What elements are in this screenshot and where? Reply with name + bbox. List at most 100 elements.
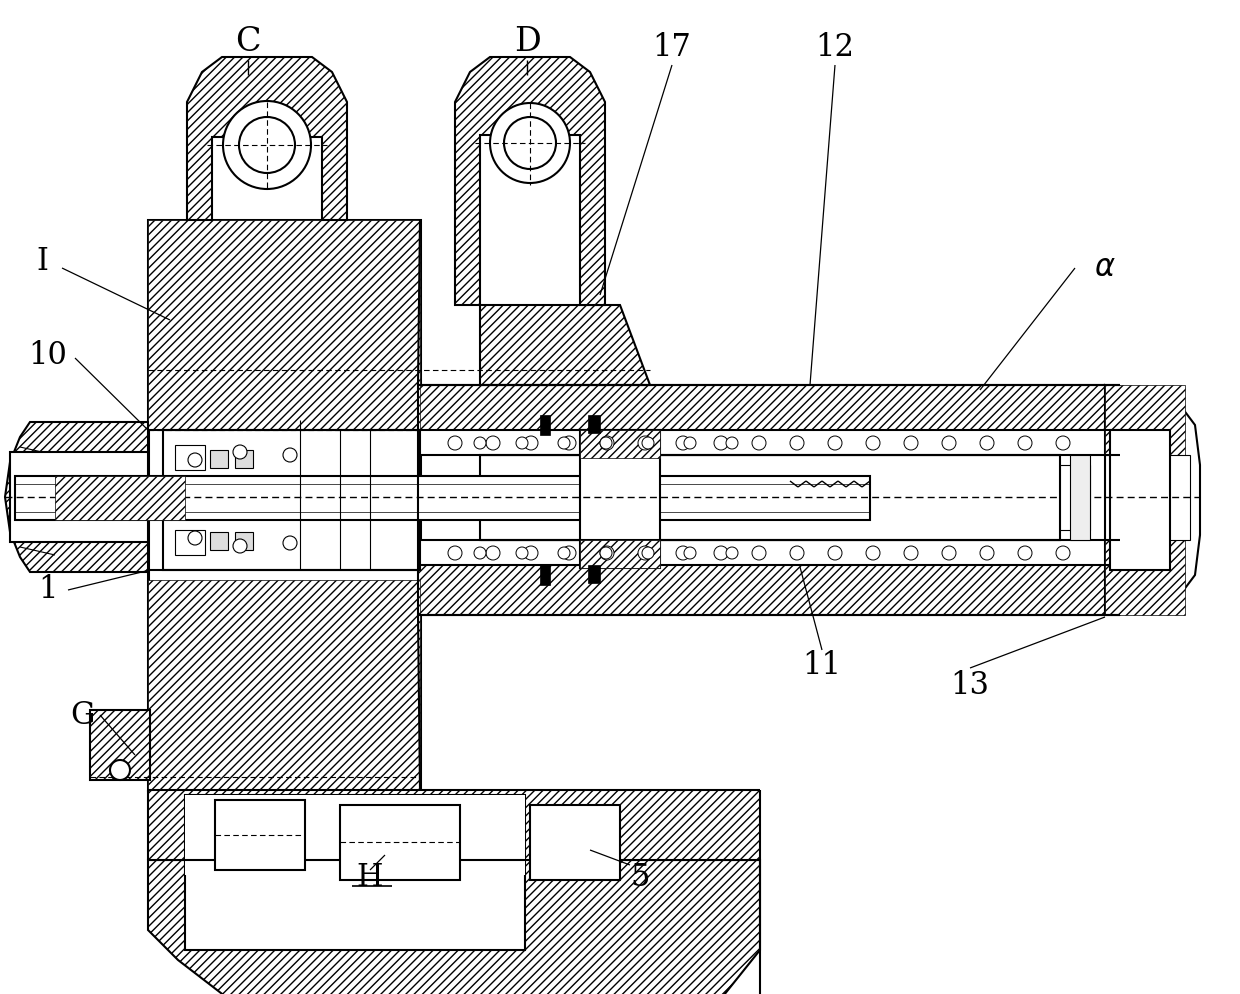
- Circle shape: [676, 546, 689, 560]
- Circle shape: [448, 546, 463, 560]
- Bar: [539, 565, 551, 585]
- Bar: [55, 476, 185, 520]
- Bar: [148, 580, 420, 790]
- Polygon shape: [148, 860, 760, 994]
- Bar: [588, 415, 600, 433]
- Text: 11: 11: [802, 649, 842, 681]
- Circle shape: [516, 437, 528, 449]
- Circle shape: [676, 436, 689, 450]
- Bar: [210, 450, 228, 468]
- Circle shape: [525, 546, 538, 560]
- Circle shape: [639, 436, 652, 450]
- Circle shape: [684, 547, 696, 559]
- Circle shape: [486, 546, 500, 560]
- Circle shape: [725, 547, 738, 559]
- Polygon shape: [580, 430, 660, 568]
- Circle shape: [558, 547, 570, 559]
- Circle shape: [942, 436, 956, 450]
- Circle shape: [188, 531, 202, 545]
- Circle shape: [1056, 436, 1070, 450]
- Text: 12: 12: [816, 33, 854, 64]
- Circle shape: [490, 103, 570, 183]
- Circle shape: [866, 546, 880, 560]
- Bar: [539, 415, 551, 435]
- Circle shape: [562, 436, 577, 450]
- Bar: [210, 532, 228, 550]
- Bar: [91, 710, 150, 780]
- Text: D: D: [513, 26, 541, 58]
- Bar: [418, 565, 1120, 615]
- Bar: [215, 800, 305, 870]
- Circle shape: [828, 546, 842, 560]
- Bar: [1105, 385, 1185, 615]
- Bar: [418, 385, 1120, 430]
- Bar: [588, 565, 600, 583]
- Circle shape: [642, 437, 653, 449]
- Bar: [418, 540, 1120, 615]
- Text: 13: 13: [951, 670, 990, 701]
- Bar: [580, 430, 660, 458]
- Bar: [185, 795, 525, 950]
- Bar: [175, 530, 205, 555]
- Circle shape: [110, 760, 130, 780]
- Bar: [580, 540, 660, 568]
- Circle shape: [239, 117, 295, 173]
- Bar: [15, 476, 870, 520]
- Circle shape: [600, 547, 613, 559]
- Bar: [10, 452, 148, 542]
- Polygon shape: [455, 57, 605, 305]
- Bar: [1060, 465, 1090, 530]
- Circle shape: [486, 436, 500, 450]
- Text: 10: 10: [29, 340, 67, 371]
- Circle shape: [714, 546, 728, 560]
- Bar: [480, 455, 1060, 540]
- Circle shape: [642, 547, 653, 559]
- Circle shape: [1056, 546, 1070, 560]
- Circle shape: [980, 546, 994, 560]
- Circle shape: [828, 436, 842, 450]
- Polygon shape: [148, 220, 420, 790]
- Circle shape: [525, 436, 538, 450]
- Circle shape: [1018, 436, 1032, 450]
- Circle shape: [516, 547, 528, 559]
- Text: 17: 17: [652, 33, 692, 64]
- Circle shape: [904, 546, 918, 560]
- Text: 1: 1: [38, 575, 58, 605]
- Circle shape: [283, 536, 298, 550]
- Circle shape: [639, 546, 652, 560]
- Circle shape: [233, 539, 247, 553]
- Circle shape: [562, 546, 577, 560]
- Circle shape: [600, 546, 614, 560]
- Text: $\alpha$: $\alpha$: [1094, 252, 1116, 283]
- Circle shape: [684, 437, 696, 449]
- Bar: [148, 790, 760, 860]
- Circle shape: [714, 436, 728, 450]
- Text: 5: 5: [630, 862, 650, 893]
- Bar: [185, 795, 525, 875]
- Text: I: I: [36, 247, 48, 277]
- Circle shape: [790, 546, 804, 560]
- Polygon shape: [1105, 385, 1200, 615]
- Circle shape: [866, 436, 880, 450]
- Circle shape: [790, 436, 804, 450]
- Circle shape: [448, 436, 463, 450]
- Circle shape: [503, 117, 556, 169]
- Bar: [175, 445, 205, 470]
- Circle shape: [600, 437, 613, 449]
- Bar: [418, 385, 1120, 455]
- Circle shape: [980, 436, 994, 450]
- Text: G: G: [69, 700, 94, 731]
- Polygon shape: [480, 305, 650, 385]
- Text: C: C: [236, 26, 260, 58]
- Circle shape: [600, 436, 614, 450]
- Circle shape: [474, 437, 486, 449]
- Circle shape: [1018, 546, 1032, 560]
- Circle shape: [904, 436, 918, 450]
- Bar: [162, 430, 420, 570]
- Bar: [529, 805, 620, 880]
- Bar: [1070, 455, 1090, 540]
- Polygon shape: [187, 57, 347, 220]
- Bar: [1110, 430, 1171, 570]
- Circle shape: [942, 546, 956, 560]
- Circle shape: [233, 445, 247, 459]
